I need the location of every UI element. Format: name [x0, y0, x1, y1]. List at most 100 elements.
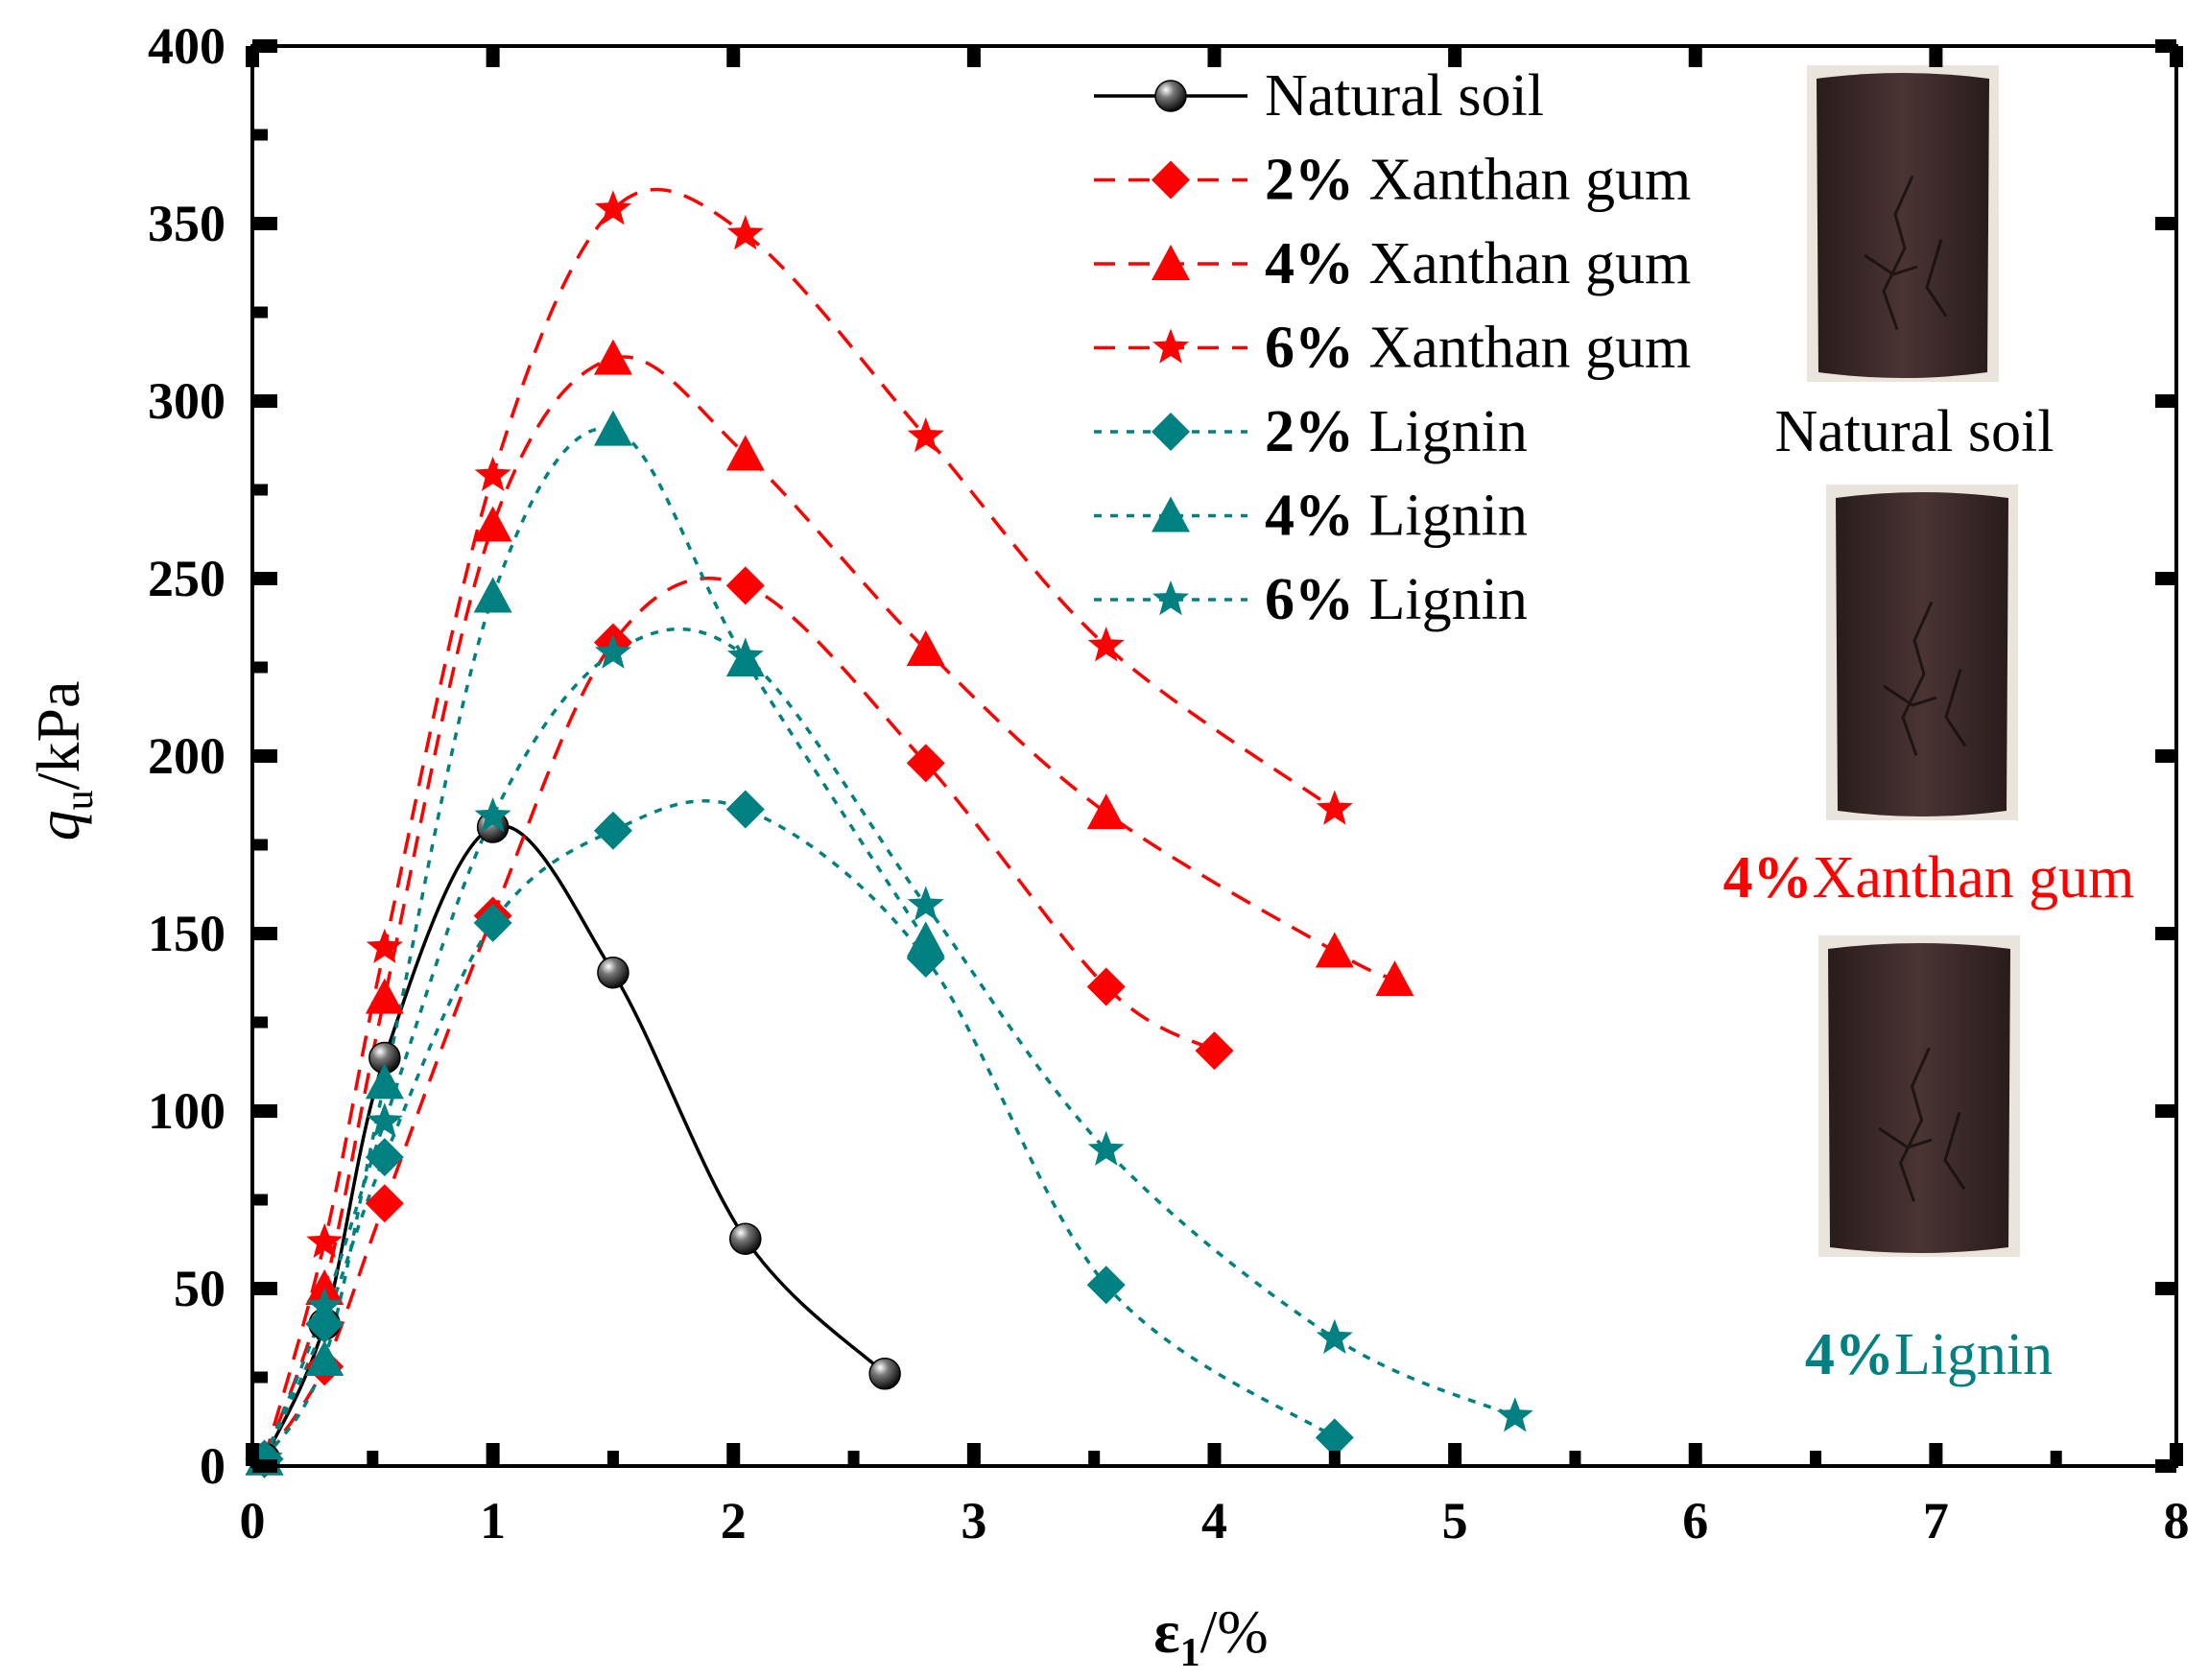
legend-label-bold: 6% [1265, 567, 1354, 632]
y-major-tick-right [2155, 1459, 2176, 1473]
x-major-tick [1929, 1443, 1943, 1466]
y-major-tick [252, 39, 277, 53]
x-axis-title-unit: /% [1200, 1597, 1269, 1666]
y-major-tick [252, 217, 277, 230]
legend-entry-3: 4% Xanthan gum [1094, 231, 1691, 296]
data-point [593, 811, 632, 850]
data-point [365, 1138, 404, 1177]
legend-marker [1152, 580, 1189, 616]
y-minor-tick [252, 661, 268, 674]
y-minor-tick [252, 484, 268, 496]
soil-specimen-shape [1817, 73, 1989, 378]
photo-caption-text: Natural soil [1775, 399, 2055, 464]
y-minor-tick [252, 839, 268, 851]
x-tick-label: 6 [1682, 1492, 1708, 1550]
specimen-cracks [1878, 1047, 1966, 1202]
data-point [1086, 1266, 1126, 1305]
photo-caption-2: 4%Xanthan gum [1723, 845, 2135, 911]
series-line-2 [263, 577, 1216, 1460]
y-major-tick [252, 1459, 277, 1473]
data-point [366, 928, 403, 963]
x-minor-tick [1569, 1451, 1581, 1466]
legend-label-text: Xanthan gum [1354, 316, 1691, 381]
data-point [366, 1102, 403, 1138]
legend-label-text: Lignin [1354, 484, 1528, 549]
x-major-tick [966, 1443, 981, 1466]
photo-caption-bold: 4% [1723, 845, 1813, 911]
y-major-tick-right [2155, 1104, 2176, 1118]
y-minor-tick [252, 1016, 268, 1029]
x-tick-label: 1 [480, 1492, 506, 1550]
y-minor-tick [252, 1371, 268, 1384]
y-axis-title-unit: /kPa [24, 681, 92, 791]
data-point [246, 1439, 283, 1475]
x-minor-tick [1328, 1451, 1341, 1466]
series-line-5 [262, 799, 1336, 1460]
data-point [365, 978, 404, 1014]
y-axis-title-sub: u [58, 790, 102, 810]
x-axis-title-sub: 1 [1180, 1631, 1200, 1675]
y-major-tick-right [2155, 394, 2176, 408]
data-point [306, 1287, 344, 1322]
legend-entry-7: 6% Lignin [1094, 567, 1528, 632]
data-point [725, 790, 765, 829]
data-point [726, 637, 764, 673]
data-point [597, 956, 629, 989]
data-point [906, 630, 945, 666]
data-point [306, 1222, 344, 1259]
data-point [474, 456, 511, 491]
data-point [473, 577, 512, 613]
series-line-1 [262, 823, 887, 1460]
y-minor-tick [252, 1194, 268, 1206]
legend-label-text: Xanthan gum [1354, 148, 1691, 213]
y-tick-label: 0 [200, 1437, 226, 1495]
legend-entry-6: 4% Lignin [1094, 484, 1528, 549]
legend-label: 6% Xanthan gum [1265, 316, 1691, 381]
x-axis-title-main: ε [1153, 1597, 1179, 1666]
data-point [729, 1222, 762, 1255]
y-minor-tick [252, 129, 268, 141]
y-tick-label: 150 [148, 905, 226, 962]
data-point [1087, 627, 1125, 662]
x-minor-tick [606, 1451, 619, 1466]
series-markers [245, 190, 1533, 1479]
x-tick-label: 7 [1923, 1492, 1949, 1550]
y-axis-title-main: q [24, 810, 92, 840]
legend-entry-5: 2% Lignin [1094, 399, 1528, 464]
legend-entry-1: Natural soil [1094, 63, 1544, 129]
y-tick-label: 200 [148, 727, 226, 785]
legend-marker [1152, 160, 1190, 200]
data-point [365, 1184, 404, 1223]
specimen-photo-2: 4%Xanthan gum [1723, 485, 2135, 911]
data-point [906, 744, 945, 783]
legend-label-text: Natural soil [1265, 63, 1544, 129]
axes: 0 1 2 3 4 5 6 7 8 0 50 100 150 200 250 300 350 400 [148, 17, 2190, 1550]
data-point [1315, 932, 1354, 968]
y-major-tick [252, 749, 277, 763]
y-major-tick [252, 394, 277, 408]
data-point [593, 410, 632, 446]
legend-label-text: Lignin [1354, 567, 1528, 632]
data-point [1316, 1318, 1353, 1354]
x-major-tick-top [1207, 46, 1222, 67]
data-point [726, 215, 764, 250]
x-major-tick [486, 1443, 500, 1466]
legend-label-bold: 2% [1265, 148, 1354, 213]
x-major-tick [1207, 1443, 1222, 1466]
photo-caption-text: Xanthan gum [1813, 845, 2135, 911]
data-point [1375, 960, 1414, 997]
x-minor-tick [847, 1451, 860, 1466]
x-minor-tick [1088, 1451, 1101, 1466]
data-point [725, 566, 765, 605]
legend-label: Natural soil [1265, 63, 1544, 129]
y-minor-tick [252, 306, 268, 319]
x-minor-tick [2050, 1451, 2062, 1466]
x-major-tick [1688, 1443, 1702, 1466]
y-tick-label: 50 [174, 1260, 226, 1317]
data-point [1087, 1130, 1125, 1166]
data-point [473, 903, 512, 942]
soil-specimen-shape [1828, 943, 2010, 1253]
y-major-tick [252, 572, 277, 585]
